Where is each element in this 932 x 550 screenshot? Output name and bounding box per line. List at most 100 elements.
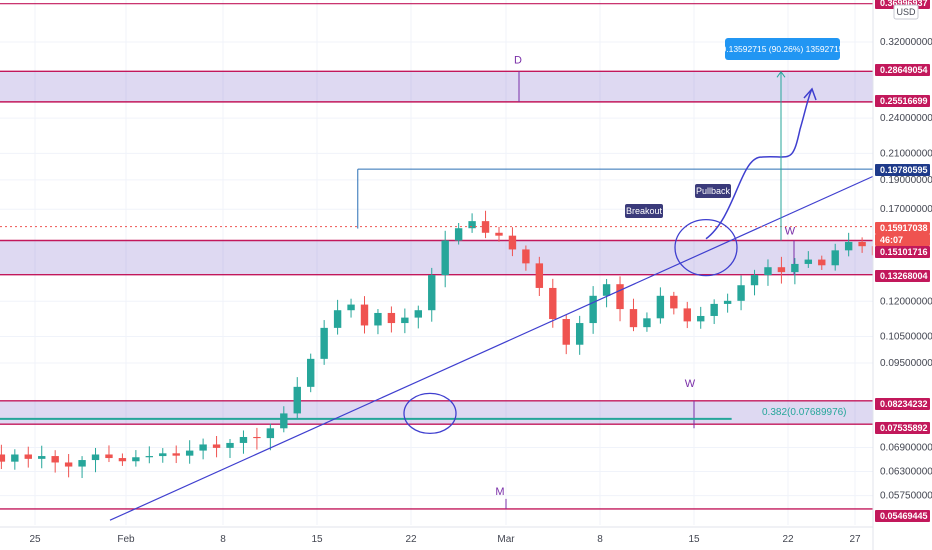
candle-body	[683, 308, 691, 322]
candle-body	[64, 462, 73, 467]
candle-body	[495, 232, 503, 236]
zone-label: D	[514, 54, 522, 66]
price-tag-box	[875, 164, 930, 176]
candle-body	[38, 456, 46, 459]
breakout-label: Breakout	[626, 206, 663, 216]
y-tick-label: 0.05750000	[880, 491, 932, 502]
pullback-label: Pullback	[696, 186, 731, 196]
y-tick-label: 0.17000000	[880, 204, 932, 215]
currency-badge[interactable]: USD	[893, 4, 919, 20]
candle-body	[280, 413, 288, 429]
candle-body	[428, 275, 436, 311]
candle-body	[387, 312, 396, 324]
candle-body	[710, 303, 718, 316]
candle-body	[804, 259, 813, 264]
candle-body	[562, 319, 570, 345]
price-tag-label: 0.19780595	[880, 165, 928, 175]
price-tag-label: 0.07535892	[880, 423, 928, 433]
price-tag[interactable]: 0.07535892	[875, 422, 930, 434]
candle-body	[0, 454, 6, 462]
x-tick-label: Feb	[117, 534, 135, 545]
candle-body	[454, 228, 463, 241]
candle-body	[239, 436, 248, 443]
y-axis-labels: 0.32000000 0.24000000 0.21000000 0.19000000…	[880, 37, 932, 502]
price-tag-box	[875, 270, 930, 282]
x-tick-label: 25	[29, 534, 41, 545]
candle-body	[159, 453, 167, 457]
candle-body	[549, 287, 557, 320]
candle-body	[643, 318, 651, 328]
price-tag-label: 46:07	[880, 235, 903, 245]
candle-body	[764, 267, 772, 276]
price-tag-box	[875, 95, 930, 107]
candle-body	[750, 275, 759, 286]
candle-body	[737, 285, 745, 301]
price-tag[interactable]: 46:07	[875, 234, 930, 246]
measure-label: 0.13592715 (90.26%) 13592715	[722, 38, 844, 60]
candle-body	[78, 460, 86, 467]
candle-body	[347, 304, 355, 311]
candle-body	[253, 436, 261, 439]
candle-body	[777, 267, 786, 273]
y-tick-label: 0.06900000	[880, 443, 932, 454]
candle-body	[602, 284, 611, 296]
pullback-ellipse	[674, 218, 738, 277]
price-tag-label: 0.15917038	[880, 223, 928, 233]
candle-body	[441, 240, 449, 276]
price-tag[interactable]: 0.28649054	[875, 64, 930, 76]
price-tag-label: 0.36996937	[880, 0, 928, 8]
projection-arrowhead	[803, 87, 817, 101]
candle-body	[508, 235, 517, 250]
price-tag[interactable]: 0.15101716	[875, 246, 930, 258]
price-tag[interactable]: 0.25516699	[875, 95, 930, 107]
x-axis-labels: 25 Feb 8 15 22 Mar 8 15 22 27	[0, 526, 873, 545]
price-tag[interactable]: 0.13268004	[875, 270, 930, 282]
candle-body	[374, 312, 382, 326]
candle-body	[145, 456, 154, 458]
zone-label: W	[685, 378, 696, 390]
price-tag-label: 0.15101716	[880, 247, 928, 257]
candle-body	[858, 241, 866, 247]
candle-body	[226, 442, 234, 448]
candle-body	[212, 444, 221, 448]
x-tick-label: 8	[220, 534, 226, 545]
breakout-box	[625, 204, 663, 218]
candle-body	[266, 428, 275, 439]
candle-body	[522, 249, 530, 264]
zones: D W W M	[0, 3, 873, 510]
y-tick-label: 0.06300000	[880, 467, 932, 478]
candle-body	[118, 458, 127, 462]
overlays: 0.382(0.07689976) 0.13592715 (90.26%) 135…	[0, 38, 874, 521]
price-tag-box	[875, 234, 930, 246]
candle-body	[575, 323, 584, 345]
candle-body	[589, 295, 597, 324]
x-tick-label: 22	[405, 534, 417, 545]
candle-body	[723, 300, 732, 304]
currency-label: USD	[896, 7, 916, 17]
candle-body	[629, 309, 638, 328]
pullback-box	[695, 184, 731, 198]
price-tag[interactable]: 0.15917038	[875, 222, 930, 234]
candle-body	[333, 310, 342, 328]
candle-body	[844, 241, 853, 251]
projection-path	[705, 88, 813, 240]
candle-body	[91, 454, 100, 461]
candle-body	[51, 456, 59, 463]
candle-body	[199, 444, 207, 451]
candle-body	[468, 221, 476, 229]
price-tag[interactable]: 0.19780595	[875, 164, 930, 176]
candle-body	[307, 358, 315, 387]
candle-body	[656, 295, 665, 319]
price-tag[interactable]: 0.05469445	[875, 510, 930, 522]
price-tag[interactable]: 0.08234232	[875, 398, 930, 410]
candle-body	[172, 453, 180, 456]
candle-body	[105, 454, 113, 459]
price-tag-box	[875, 422, 930, 434]
x-tick-label: 8	[597, 534, 603, 545]
y-tick-label: 0.24000000	[880, 113, 932, 124]
pullback-callout: Pullback	[695, 184, 731, 198]
y-tick-label: 0.10500000	[880, 332, 932, 343]
y-tick-label: 0.09500000	[880, 358, 932, 369]
x-tick-label: 15	[311, 534, 323, 545]
